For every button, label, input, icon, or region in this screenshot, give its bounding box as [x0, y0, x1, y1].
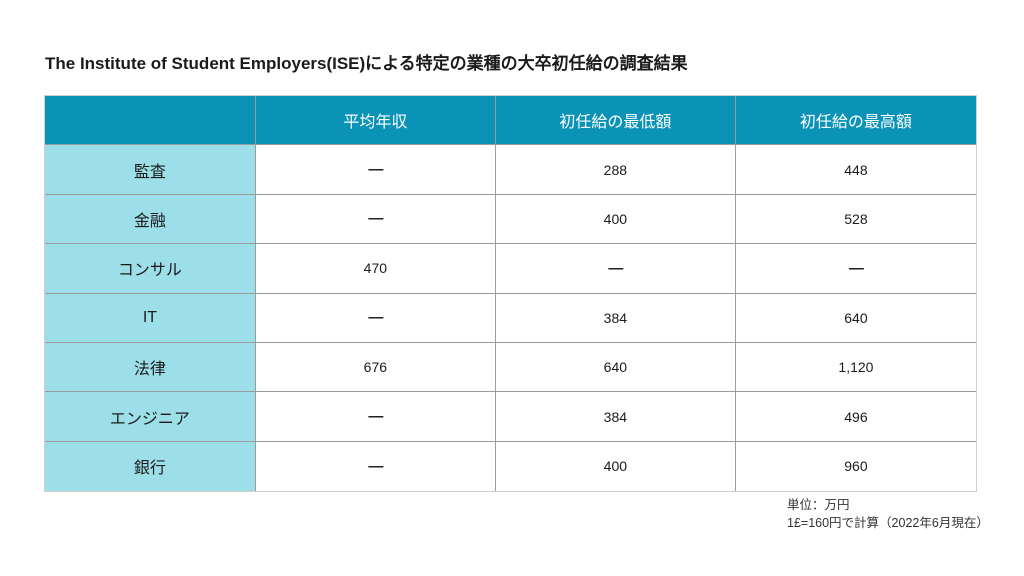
- salary-table-container: 平均年収 初任給の最低額 初任給の最高額 監査 — 288 448 金融 — 4…: [44, 95, 977, 493]
- footnotes: 単位：万円 1£=160円で計算（2022年6月現在）: [787, 496, 989, 532]
- col-header-average-salary: 平均年収: [255, 96, 496, 146]
- cell-consulting-max: —: [735, 244, 976, 294]
- cell-law-max: 1,120: [735, 342, 976, 393]
- cell-finance-min: 400: [495, 194, 736, 245]
- table-row-law: 法律 676 640 1,120: [45, 342, 976, 393]
- row-label-audit: 監査: [45, 145, 256, 195]
- row-label-it: IT: [45, 293, 256, 343]
- col-header-min-starting-salary: 初任給の最低額: [495, 96, 736, 146]
- cell-it-max: 640: [735, 293, 976, 343]
- salary-table: 平均年収 初任給の最低額 初任給の最高額 監査 — 288 448 金融 — 4…: [45, 96, 976, 492]
- cell-engineer-max: 496: [735, 392, 976, 442]
- unit-note: 単位：万円: [787, 498, 850, 512]
- col-header-max-starting-salary: 初任給の最高額: [735, 96, 976, 146]
- cell-it-min: 384: [495, 293, 736, 343]
- page-title: The Institute of Student Employers(ISE)に…: [45, 54, 688, 73]
- table-row-consulting: コンサル 470 — —: [45, 244, 976, 294]
- row-label-finance: 金融: [45, 194, 256, 245]
- row-label-consulting: コンサル: [45, 244, 256, 294]
- cell-bank-max: 960: [735, 441, 976, 492]
- exchange-rate-note: 1£=160円で計算（2022年6月現在）: [787, 516, 989, 530]
- cell-bank-min: 400: [495, 441, 736, 492]
- cell-consulting-average: 470: [255, 244, 496, 294]
- table-row-bank: 銀行 — 400 960: [45, 441, 976, 492]
- cell-bank-average: —: [255, 441, 496, 492]
- table-row-engineer: エンジニア — 384 496: [45, 392, 976, 442]
- cell-consulting-min: —: [495, 244, 736, 294]
- cell-engineer-average: —: [255, 392, 496, 442]
- cell-it-average: —: [255, 293, 496, 343]
- cell-finance-max: 528: [735, 194, 976, 245]
- cell-audit-max: 448: [735, 145, 976, 195]
- cell-law-min: 640: [495, 342, 736, 393]
- cell-law-average: 676: [255, 342, 496, 393]
- cell-engineer-min: 384: [495, 392, 736, 442]
- row-label-bank: 銀行: [45, 441, 256, 492]
- row-label-engineer: エンジニア: [45, 392, 256, 442]
- corner-cell: [45, 96, 256, 146]
- cell-audit-min: 288: [495, 145, 736, 195]
- table-row-finance: 金融 — 400 528: [45, 194, 976, 245]
- cell-finance-average: —: [255, 194, 496, 245]
- row-label-law: 法律: [45, 342, 256, 393]
- cell-audit-average: —: [255, 145, 496, 195]
- table-row-audit: 監査 — 288 448: [45, 145, 976, 195]
- table-row-it: IT — 384 640: [45, 293, 976, 343]
- header-row: 平均年収 初任給の最低額 初任給の最高額: [45, 96, 976, 146]
